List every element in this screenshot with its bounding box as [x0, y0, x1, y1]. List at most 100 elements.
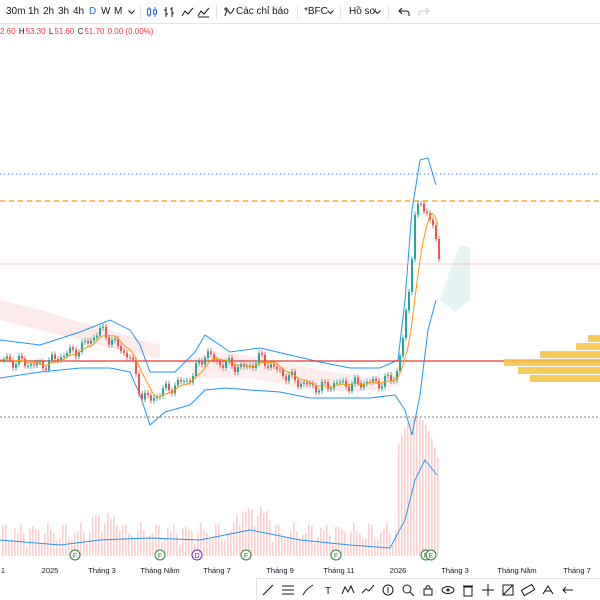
volume-bar: [206, 532, 208, 556]
candle-body: [414, 214, 416, 260]
chevron-down-icon[interactable]: [127, 4, 135, 20]
volume-bar: [356, 531, 358, 556]
volume-bar: [143, 530, 145, 556]
volume-bar: [95, 514, 97, 556]
undo-icon[interactable]: [397, 4, 411, 20]
volume-bar: [227, 532, 229, 556]
indicators-icon[interactable]: [222, 4, 236, 20]
candle-body: [102, 326, 104, 328]
volume-bar: [275, 525, 277, 556]
candle-body: [345, 380, 347, 387]
volume-bar: [212, 538, 214, 556]
candle-body: [228, 357, 230, 362]
x-tick: Tháng 3: [88, 566, 116, 575]
x-tick: Tháng 7: [203, 566, 231, 575]
forecast-icon[interactable]: [361, 583, 375, 597]
volume-bar: [254, 526, 256, 556]
horizontal-levels: [0, 173, 600, 418]
volume-bar: [347, 543, 349, 556]
visibility-icon[interactable]: [441, 583, 455, 597]
volume-bar: [332, 543, 334, 556]
candle-body: [63, 356, 65, 358]
profile-button[interactable]: Hồ sơ: [349, 6, 377, 17]
candle-body: [78, 352, 80, 357]
candle-body: [249, 365, 251, 367]
volume-bar: [80, 522, 82, 556]
price-chart-pane[interactable]: FFDFFFE: [0, 36, 600, 564]
candle-body: [261, 353, 263, 355]
event-markers: FFDFFFE: [69, 549, 437, 561]
brush-icon[interactable]: [301, 583, 315, 597]
volume-bar: [377, 540, 379, 556]
candle-body: [267, 365, 269, 368]
volume-bar: [230, 530, 232, 556]
interval-d[interactable]: D: [89, 6, 97, 17]
volume-bar: [14, 528, 16, 556]
pattern-icon[interactable]: [341, 583, 355, 597]
ruler-icon[interactable]: [521, 583, 535, 597]
volume-bar: [371, 524, 373, 556]
volume-bar: [191, 531, 193, 556]
interval-3h[interactable]: 3h: [58, 6, 70, 17]
candle-body: [114, 338, 116, 341]
redo-icon[interactable]: [417, 4, 431, 20]
volume-profile: [504, 335, 600, 382]
line-chart-icon[interactable]: [180, 4, 194, 20]
candle-body: [99, 327, 101, 336]
prediction-icon[interactable]: [501, 583, 515, 597]
candle-body: [72, 347, 74, 350]
candle-body: [357, 377, 359, 384]
high-label: H: [18, 27, 25, 36]
area-chart-icon[interactable]: [196, 4, 210, 20]
bars-icon[interactable]: [162, 4, 176, 20]
chevron-down-icon[interactable]: [326, 4, 334, 20]
volume-bar: [335, 527, 337, 556]
interval-4h[interactable]: 4h: [73, 6, 85, 17]
candle-body: [318, 390, 320, 393]
arrow-icon[interactable]: [561, 583, 575, 597]
candle-body: [75, 349, 77, 357]
time-axis[interactable]: 1 2025 Tháng 3 Tháng Năm Tháng 7 Tháng 9…: [0, 564, 600, 578]
interval-1h[interactable]: 1h: [28, 6, 40, 17]
volume-bar: [284, 535, 286, 556]
crosshair-icon[interactable]: [481, 583, 495, 597]
fib-icon[interactable]: [281, 583, 295, 597]
volume-bar: [185, 526, 187, 556]
volume-bar: [317, 536, 319, 556]
volume-bar: [302, 534, 304, 556]
volume-bars: [0, 416, 439, 556]
volume-bar: [71, 539, 73, 556]
long-position-icon[interactable]: [541, 583, 555, 597]
candle-body: [150, 395, 152, 401]
volume-bar: [437, 457, 439, 556]
event-marker-label: F: [73, 553, 77, 560]
trend-line-icon[interactable]: [261, 583, 275, 597]
x-tick: 2026: [389, 566, 407, 575]
zoom-icon[interactable]: [401, 583, 415, 597]
interval-30m[interactable]: 30m: [6, 6, 26, 17]
lock-icon[interactable]: [421, 583, 435, 597]
candles-icon[interactable]: [145, 4, 159, 20]
candle-body: [231, 357, 233, 367]
volume-bar: [272, 541, 274, 556]
candle-body: [60, 357, 62, 361]
candle-body: [234, 366, 236, 372]
volume-bar: [23, 533, 25, 556]
interval-m[interactable]: M: [114, 6, 123, 17]
indicators-button[interactable]: Các chỉ báo: [236, 6, 289, 17]
interval-w[interactable]: W: [101, 6, 111, 17]
measure-icon[interactable]: [381, 583, 395, 597]
volume-bar: [251, 509, 253, 556]
candle-body: [81, 342, 83, 353]
candle-body: [297, 380, 299, 387]
candle-body: [309, 383, 311, 385]
interval-2h[interactable]: 2h: [43, 6, 55, 17]
candle-body: [54, 354, 56, 359]
candle-body: [405, 310, 407, 338]
symbol-compare-button[interactable]: *BFC: [304, 6, 328, 17]
chevron-down-icon[interactable]: [373, 4, 381, 20]
trash-icon[interactable]: [461, 583, 475, 597]
event-marker: [69, 549, 81, 561]
volume-bar: [116, 525, 118, 556]
text-icon[interactable]: T: [321, 583, 335, 597]
